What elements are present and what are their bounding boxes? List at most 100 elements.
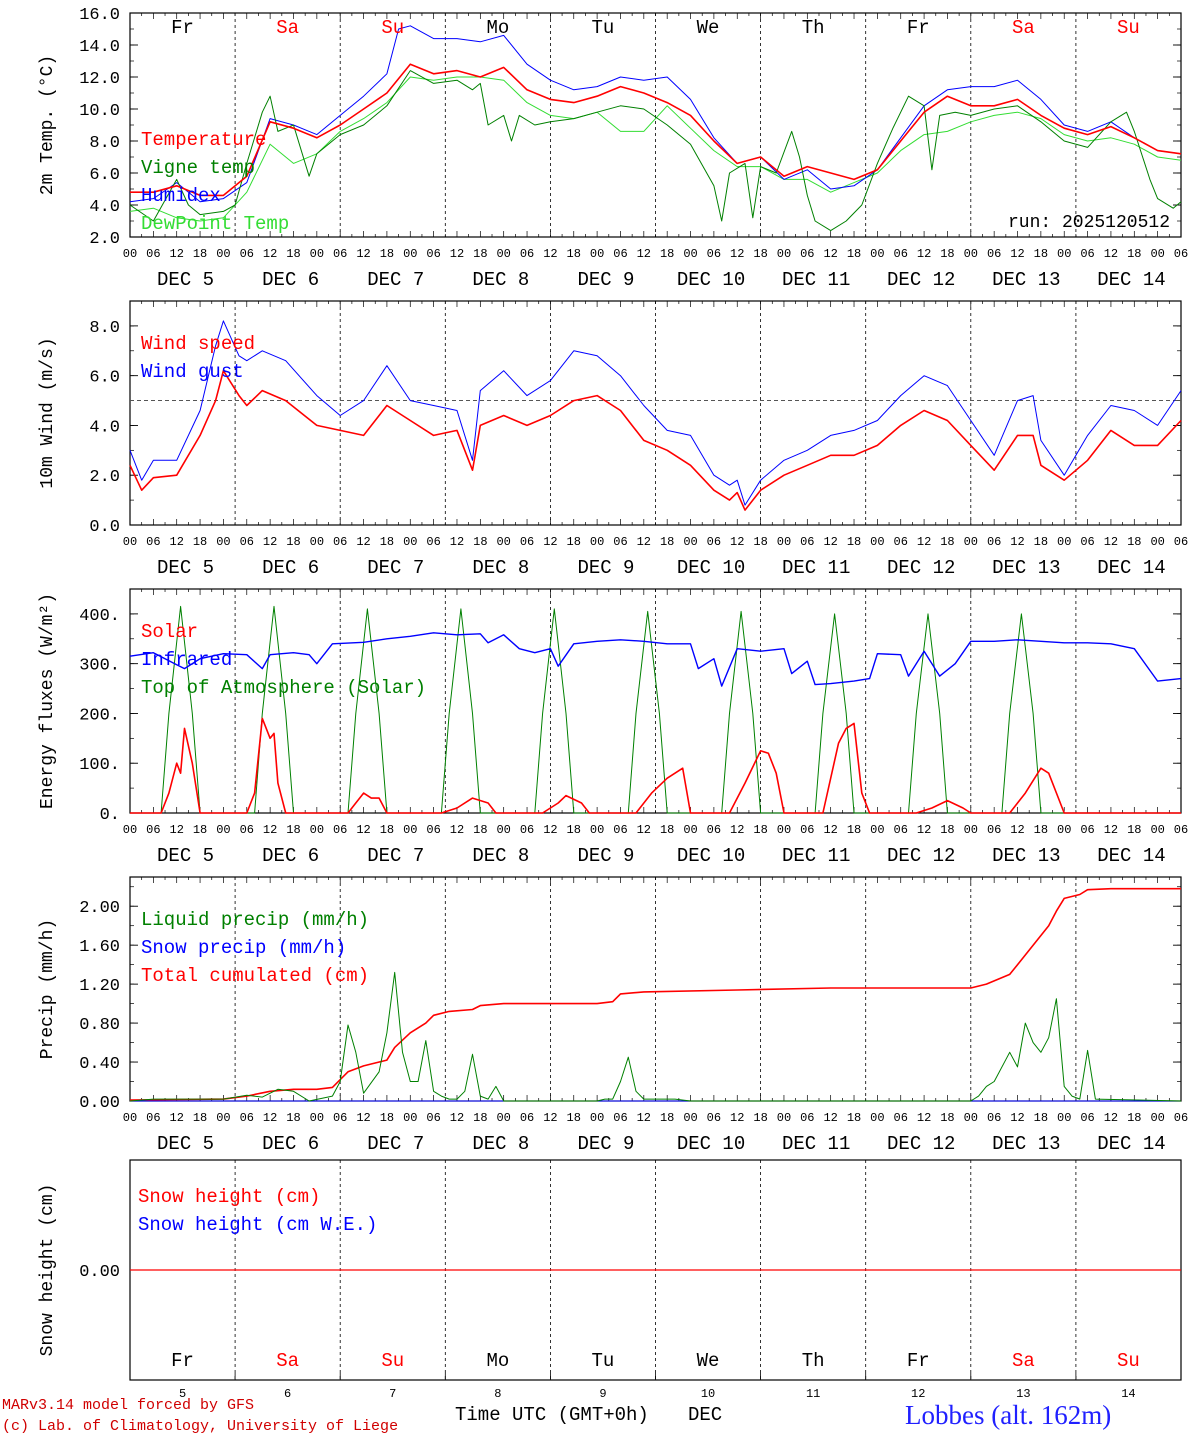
hour-tick-label: 12: [1010, 1111, 1024, 1125]
hour-tick-label: 18: [940, 247, 954, 261]
hour-tick-label: 00: [777, 535, 791, 549]
date-label: DEC 7: [367, 845, 424, 867]
hour-tick-label: 06: [707, 247, 721, 261]
hour-tick-label: 12: [917, 535, 931, 549]
legend-entry: Infrared: [141, 649, 232, 671]
hour-tick-label: 18: [753, 535, 767, 549]
hour-tick-label: 06: [240, 823, 254, 837]
hour-tick-label: 00: [870, 535, 884, 549]
legend-entry: Liquid precip (mm/h): [141, 909, 369, 931]
day-of-week-label: Sa: [276, 1350, 299, 1372]
hour-tick-label: 18: [1034, 1111, 1048, 1125]
hour-tick-label: 06: [613, 823, 627, 837]
hour-tick-label: 18: [567, 1111, 581, 1125]
legend-entry: Temperature: [141, 129, 266, 151]
hour-tick-label: 06: [333, 823, 347, 837]
hour-tick-label: 06: [894, 1111, 908, 1125]
y-tick-label: 2.0: [89, 230, 120, 249]
hour-tick-label: 06: [426, 1111, 440, 1125]
hour-tick-label: 12: [637, 823, 651, 837]
hour-tick-label: 12: [637, 1111, 651, 1125]
series-infrared: [129, 632, 1182, 687]
hour-tick-label: 12: [450, 1111, 464, 1125]
hour-tick-label: 18: [1034, 823, 1048, 837]
legend-entry: Snow height (cm): [138, 1186, 320, 1208]
series-humidex: [129, 25, 1182, 203]
y-tick-label: 0.00: [79, 1263, 120, 1282]
hour-tick-label: 12: [917, 1111, 931, 1125]
hour-tick-label: 18: [847, 1111, 861, 1125]
hour-tick-label: 06: [800, 535, 814, 549]
hour-tick-label: 06: [1080, 247, 1094, 261]
hour-tick-label: 00: [403, 823, 417, 837]
panel-wind: 00 06 12 18 00 06 12 18 00 06 12 18 00 06 12 18 00 06 12 18…: [38, 300, 1188, 579]
hour-tick-label: 00: [1057, 823, 1071, 837]
hour-tick-label: 18: [940, 535, 954, 549]
hour-tick-label: 06: [146, 1111, 160, 1125]
hour-tick-label: 06: [520, 247, 534, 261]
legend-entry: Wind speed: [141, 333, 255, 355]
hour-tick-label: 00: [496, 1111, 510, 1125]
date-label: DEC 13: [992, 557, 1060, 579]
hour-tick-label: 00: [964, 247, 978, 261]
day-number-label: 9: [599, 1387, 606, 1401]
hour-tick-label: 06: [520, 535, 534, 549]
hour-tick-label: 12: [1104, 1111, 1118, 1125]
date-label: DEC 5: [157, 1133, 214, 1155]
hour-tick-label: 18: [1127, 1111, 1141, 1125]
day-of-week-label: Mo: [486, 17, 509, 39]
hour-tick-label: 00: [777, 247, 791, 261]
hour-tick-label: 18: [1127, 823, 1141, 837]
day-number-label: 14: [1121, 1387, 1135, 1401]
y-tick-label: 0.40: [79, 1055, 120, 1074]
day-number-label: 13: [1016, 1387, 1030, 1401]
hour-tick-label: 18: [193, 823, 207, 837]
day-of-week-label: Fr: [171, 17, 194, 39]
y-tick-label: 200.: [79, 706, 120, 725]
legend-entry: Wind gust: [141, 361, 244, 383]
legend-entry: Top of Atmosphere (Solar): [141, 677, 426, 699]
date-label: DEC 5: [157, 269, 214, 291]
hour-tick-label: 12: [1010, 247, 1024, 261]
hour-tick-label: 18: [193, 1111, 207, 1125]
day-of-week-label: Fr: [171, 1350, 194, 1372]
series-wind-speed: [129, 369, 1182, 511]
hour-tick-label: 06: [426, 823, 440, 837]
date-label: DEC 8: [472, 269, 529, 291]
day-of-week-label: Tu: [592, 1350, 615, 1372]
day-of-week-label: Fr: [907, 1350, 930, 1372]
date-label: DEC 7: [367, 269, 424, 291]
hour-tick-label: 06: [987, 535, 1001, 549]
hour-tick-label: 00: [964, 535, 978, 549]
day-of-week-label: Sa: [1012, 1350, 1035, 1372]
hour-tick-label: 12: [730, 823, 744, 837]
day-number-label: 7: [389, 1387, 396, 1401]
date-label: DEC 5: [157, 557, 214, 579]
day-of-week-label: Su: [381, 1350, 404, 1372]
date-label: DEC 10: [677, 269, 745, 291]
hour-tick-label: 00: [683, 535, 697, 549]
date-label: DEC 11: [782, 557, 850, 579]
day-number-label: 10: [701, 1387, 715, 1401]
date-label: DEC 14: [1097, 557, 1165, 579]
hour-tick-label: 12: [263, 1111, 277, 1125]
plot-frame: [129, 300, 1182, 526]
y-tick-label: 0.80: [79, 1016, 120, 1035]
panel-temp: 00 06 12 18 00 06 12 18 00 06 12 18 00 06 12 18 00 06 12 18…: [38, 6, 1188, 291]
day-of-week-label: We: [697, 17, 720, 39]
hour-tick-label: 06: [426, 535, 440, 549]
hour-tick-label: 00: [964, 823, 978, 837]
y-tick-label: 8.0: [89, 319, 120, 338]
hour-tick-label: 06: [520, 1111, 534, 1125]
day-number-label: 12: [911, 1387, 925, 1401]
y-tick-label: 1.20: [79, 977, 120, 996]
y-tick-label: 100.: [79, 756, 120, 775]
hour-tick-label: 00: [1150, 1111, 1164, 1125]
panel-precip: 00 06 12 18 00 06 12 18 00 06 12 18 00 06 12 18 00 06 12 18…: [38, 876, 1188, 1155]
hour-tick-label: 06: [707, 1111, 721, 1125]
hour-tick-label: 12: [730, 247, 744, 261]
hour-tick-label: 18: [753, 1111, 767, 1125]
hour-tick-label: 12: [263, 823, 277, 837]
hour-tick-label: 06: [894, 823, 908, 837]
series-vigne-temp: [129, 70, 1182, 232]
